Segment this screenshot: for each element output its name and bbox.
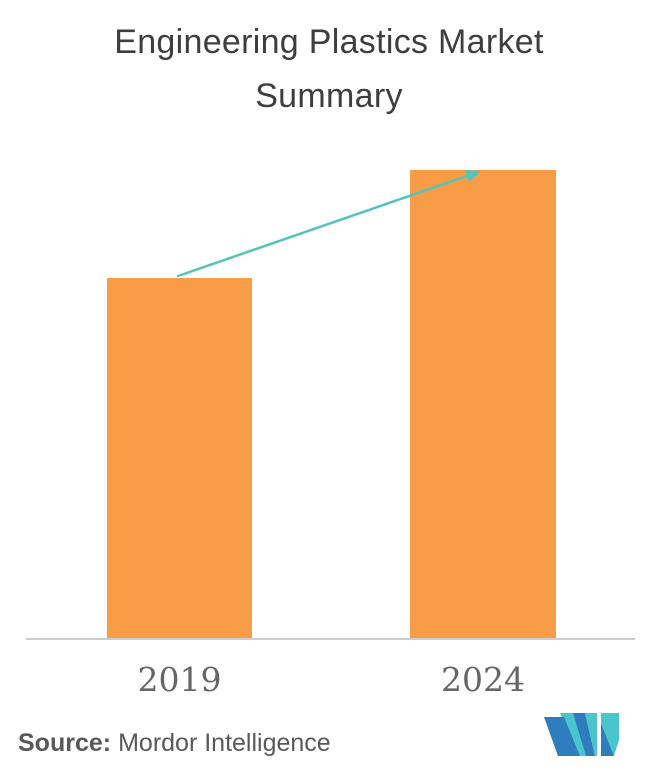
chart-title: Engineering Plastics Market Summary [114, 23, 544, 115]
logo-teal-peak [560, 713, 589, 756]
x-axis-label-2019: 2019 [137, 660, 222, 699]
logo-blue-stroke-left [544, 717, 580, 756]
bar-2024 [410, 170, 556, 639]
logo-teal-fill [585, 713, 597, 756]
logo-teal-block [601, 713, 619, 756]
source-label: Source: [18, 729, 112, 757]
source-note: Source: Mordor Intelligence [18, 729, 331, 758]
logo-blue-triangle [601, 723, 614, 756]
x-axis-line [26, 638, 635, 640]
bar-2019 [107, 278, 252, 639]
source-text: Mordor Intelligence [118, 729, 331, 757]
logo-blue-stroke-middle [573, 713, 595, 756]
x-axis-label-2024: 2024 [441, 660, 525, 699]
mordor-intelligence-logo [544, 713, 619, 756]
